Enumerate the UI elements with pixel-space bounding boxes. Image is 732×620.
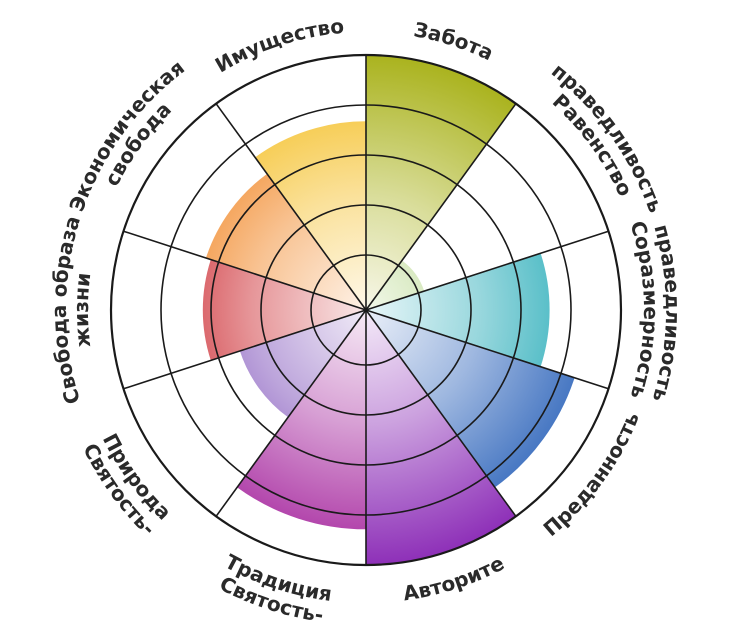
sector-5 (366, 310, 516, 566)
grid-spoke (215, 103, 367, 311)
category-label: Имущество (211, 14, 345, 78)
sector-1 (366, 55, 516, 310)
grid-spoke (123, 309, 367, 390)
sector-3 (366, 253, 550, 367)
grid-spoke (123, 230, 367, 311)
sector-2 (366, 260, 425, 310)
grid-spoke (365, 103, 517, 311)
category-label: Забота (412, 17, 497, 65)
sectors (202, 55, 575, 566)
sector-8 (202, 259, 366, 361)
grid (109, 53, 623, 567)
grid-spoke (365, 309, 517, 517)
grid-spoke (365, 309, 609, 390)
sector-7 (239, 310, 366, 418)
category-label: жизни (69, 271, 95, 348)
grid-spoke (365, 230, 609, 311)
sector-6 (237, 310, 366, 530)
grid-spoke (215, 309, 367, 517)
